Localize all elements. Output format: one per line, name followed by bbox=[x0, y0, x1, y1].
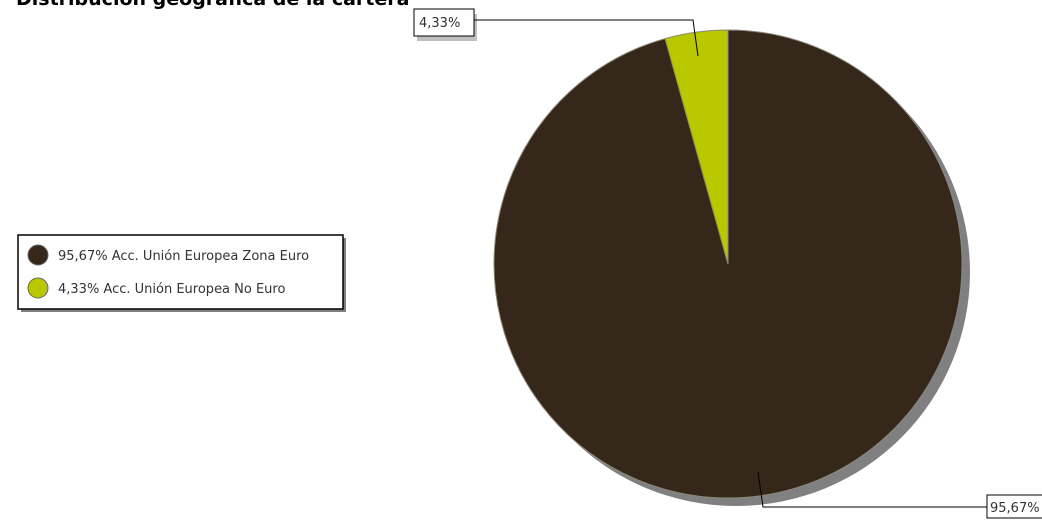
callout-slice-1: 95,67% bbox=[757, 471, 1042, 519]
legend-label-2: 4,33% Acc. Unión Europea No Euro bbox=[58, 282, 285, 297]
callout-leader-1 bbox=[757, 471, 987, 508]
legend-swatch-2 bbox=[27, 277, 49, 299]
chart-title: Distribución geográfica de la cartera bbox=[16, 0, 409, 10]
legend-swatch-1 bbox=[27, 244, 49, 266]
pie-slices bbox=[493, 29, 963, 499]
legend-item-2: 4,33% Acc. Unión Europea No Euro bbox=[27, 277, 285, 299]
legend-label-1: 95,67% Acc. Unión Europea Zona Euro bbox=[58, 249, 309, 264]
callout-leader-2 bbox=[474, 19, 699, 57]
legend: 95,67% Acc. Unión Europea Zona Euro 4,33%… bbox=[17, 234, 346, 312]
callout-label-1: 95,67% bbox=[990, 501, 1040, 516]
callout-slice-2: 4,33% bbox=[413, 8, 699, 57]
callout-label-2: 4,33% bbox=[419, 16, 460, 31]
pie-slice-2 bbox=[664, 29, 729, 265]
callout-box-1 bbox=[986, 494, 1042, 519]
callouts: 95,67% 4,33% bbox=[413, 8, 1042, 519]
legend-box bbox=[17, 234, 344, 310]
callout-box-2 bbox=[413, 8, 475, 37]
legend-item-1: 95,67% Acc. Unión Europea Zona Euro bbox=[27, 244, 309, 266]
